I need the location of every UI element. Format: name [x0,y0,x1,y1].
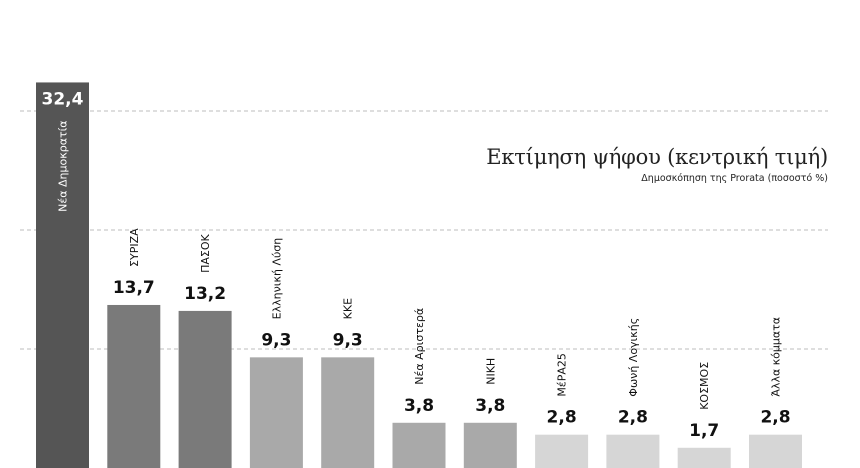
bar [36,82,89,468]
bar [606,434,660,468]
category-label: ΚΚΕ [342,298,355,319]
bar [107,304,161,468]
data-label: 1,7 [689,421,719,441]
data-label: 3,8 [475,396,505,416]
category-label: ΜέΡΑ25 [556,353,569,397]
bar [321,357,375,468]
data-label: 13,2 [184,284,226,304]
category-label: ΚΟΣΜΟΣ [698,362,711,410]
chart-title-block: Εκτίμηση ψήφου (κεντρική τιμή) Δημοσκόπη… [486,145,828,184]
data-label: 3,8 [404,396,434,416]
bar [392,422,446,468]
bar [749,434,802,468]
bar [677,447,731,468]
data-label: 2,8 [760,408,790,428]
category-label: ΠΑΣΟΚ [199,234,212,273]
chart-subtitle: Δημοσκόπηση της Prorata (ποσοστό %) [641,173,828,184]
chart-title: Εκτίμηση ψήφου (κεντρική τιμή) [486,145,828,169]
bar [178,310,232,468]
data-label: 9,3 [261,330,291,350]
category-label: Φωνή Λογικής [627,318,640,397]
category-label: Ελληνική Λύση [270,238,283,320]
bar [463,422,517,468]
category-label: ΣΥΡΙΖΑ [128,228,141,267]
data-label: 32,4 [42,89,84,109]
category-label: Νέα Αριστερά [413,308,426,385]
data-label: 13,7 [113,278,155,298]
category-label: ΝΙΚΗ [484,358,497,385]
bar [249,357,303,468]
data-label: 9,3 [333,330,363,350]
category-label: Άλλα κόμματα [770,317,783,397]
category-label: Νέα Δημοκρατία [57,120,70,211]
data-label: 2,8 [547,408,577,428]
bar [535,434,589,468]
data-label: 2,8 [618,408,648,428]
